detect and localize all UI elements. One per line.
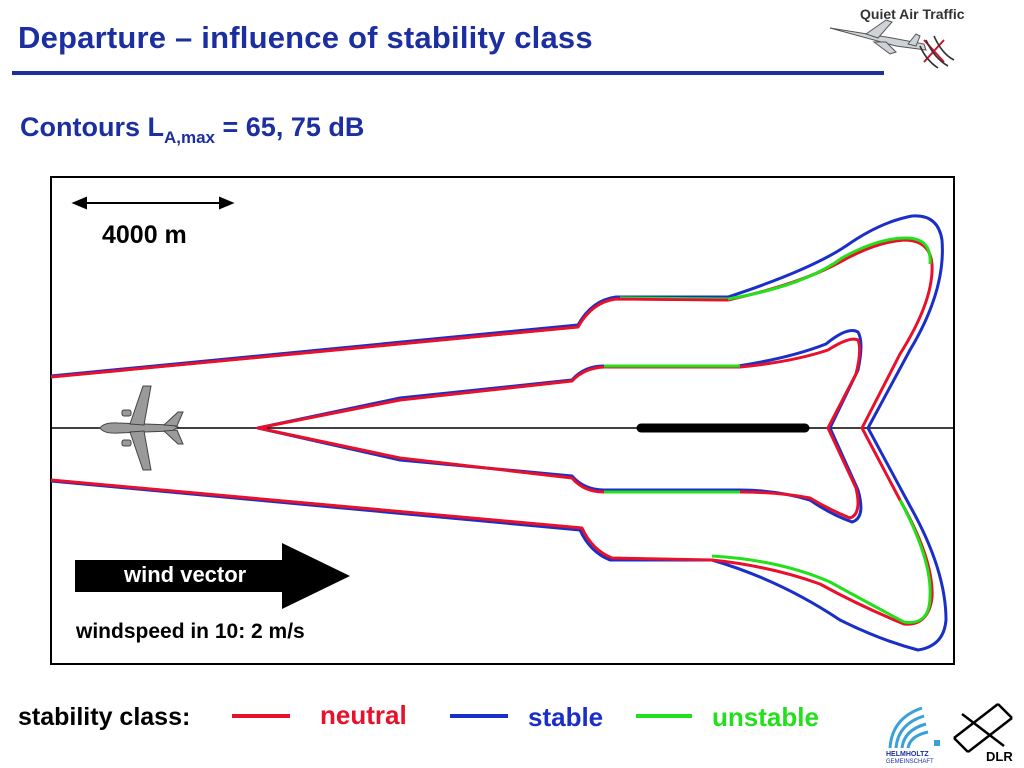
legend-line-unstable — [636, 714, 692, 718]
legend-label-unstable: unstable — [712, 702, 819, 732]
subtitle-prefix: Contours L — [20, 112, 164, 142]
svg-text:DLR: DLR — [986, 749, 1013, 764]
windspeed-label: windspeed in 10: 2 m/s — [76, 620, 305, 643]
svg-text:HELMHOLTZ: HELMHOLTZ — [886, 751, 929, 758]
title-underline — [12, 71, 884, 75]
contour-unstable-65 — [619, 236, 932, 624]
subtitle-suffix: = 65, 75 dB — [215, 112, 365, 142]
legend-label-stable: stable — [528, 702, 604, 732]
legend-title: stability class: — [18, 703, 191, 731]
page-title: Departure – influence of stability class — [18, 20, 593, 55]
scale-label: 4000 m — [102, 221, 187, 249]
airplane-icon — [99, 385, 184, 471]
contour-neutral-75 — [256, 337, 862, 520]
wind-vector-arrow-icon — [75, 543, 350, 609]
contours-subtitle: Contours LA,max = 65, 75 dB — [20, 112, 364, 148]
dlr-logo-icon: DLR — [953, 703, 1013, 764]
helmholtz-logo-icon: HELMHOLTZ GEMEINSCHAFT — [886, 706, 940, 764]
legend-line-stable — [450, 714, 508, 718]
legend-line-neutral — [232, 714, 290, 718]
airplane-logo-icon — [829, 19, 955, 69]
contour-stable-65 — [50, 214, 948, 652]
subtitle-subscript: A,max — [163, 128, 216, 147]
svg-text:GEMEINSCHAFT: GEMEINSCHAFT — [886, 759, 934, 764]
legend-label-neutral: neutral — [320, 700, 407, 730]
brand-label: Quiet Air Traffic — [860, 6, 965, 22]
scale-arrow-icon — [71, 196, 235, 210]
contour-unstable-75 — [604, 364, 740, 494]
wind-vector-label: wind vector — [124, 562, 247, 587]
